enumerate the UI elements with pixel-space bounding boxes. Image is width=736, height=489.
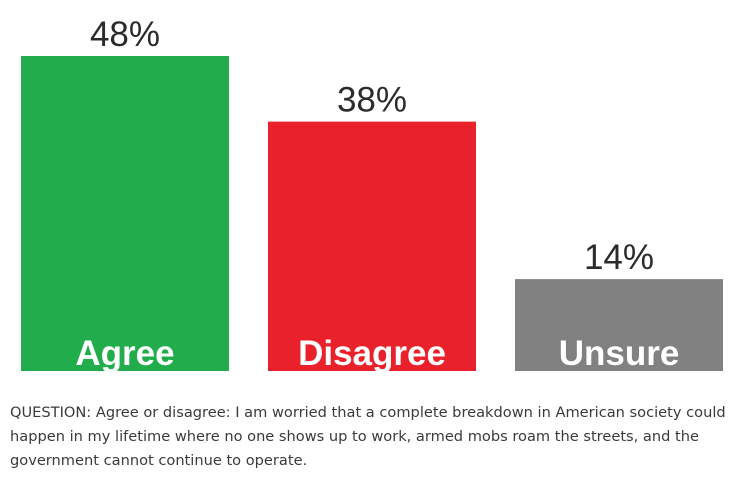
value-label-unsure: 14%	[584, 238, 654, 277]
category-label-agree: Agree	[75, 334, 174, 373]
category-label-disagree: Disagree	[298, 334, 446, 373]
value-label-disagree: 38%	[337, 81, 407, 120]
question-text: QUESTION: Agree or disagree: I am worrie…	[10, 404, 726, 469]
bar-unsure	[515, 279, 723, 371]
bar-agree	[21, 56, 229, 371]
bar-disagree	[268, 121, 476, 371]
value-label-agree: 48%	[90, 15, 160, 54]
category-label-unsure: Unsure	[559, 334, 680, 373]
bar-chart: 48% Agree 38% Disagree 14% Unsure	[21, 15, 723, 373]
